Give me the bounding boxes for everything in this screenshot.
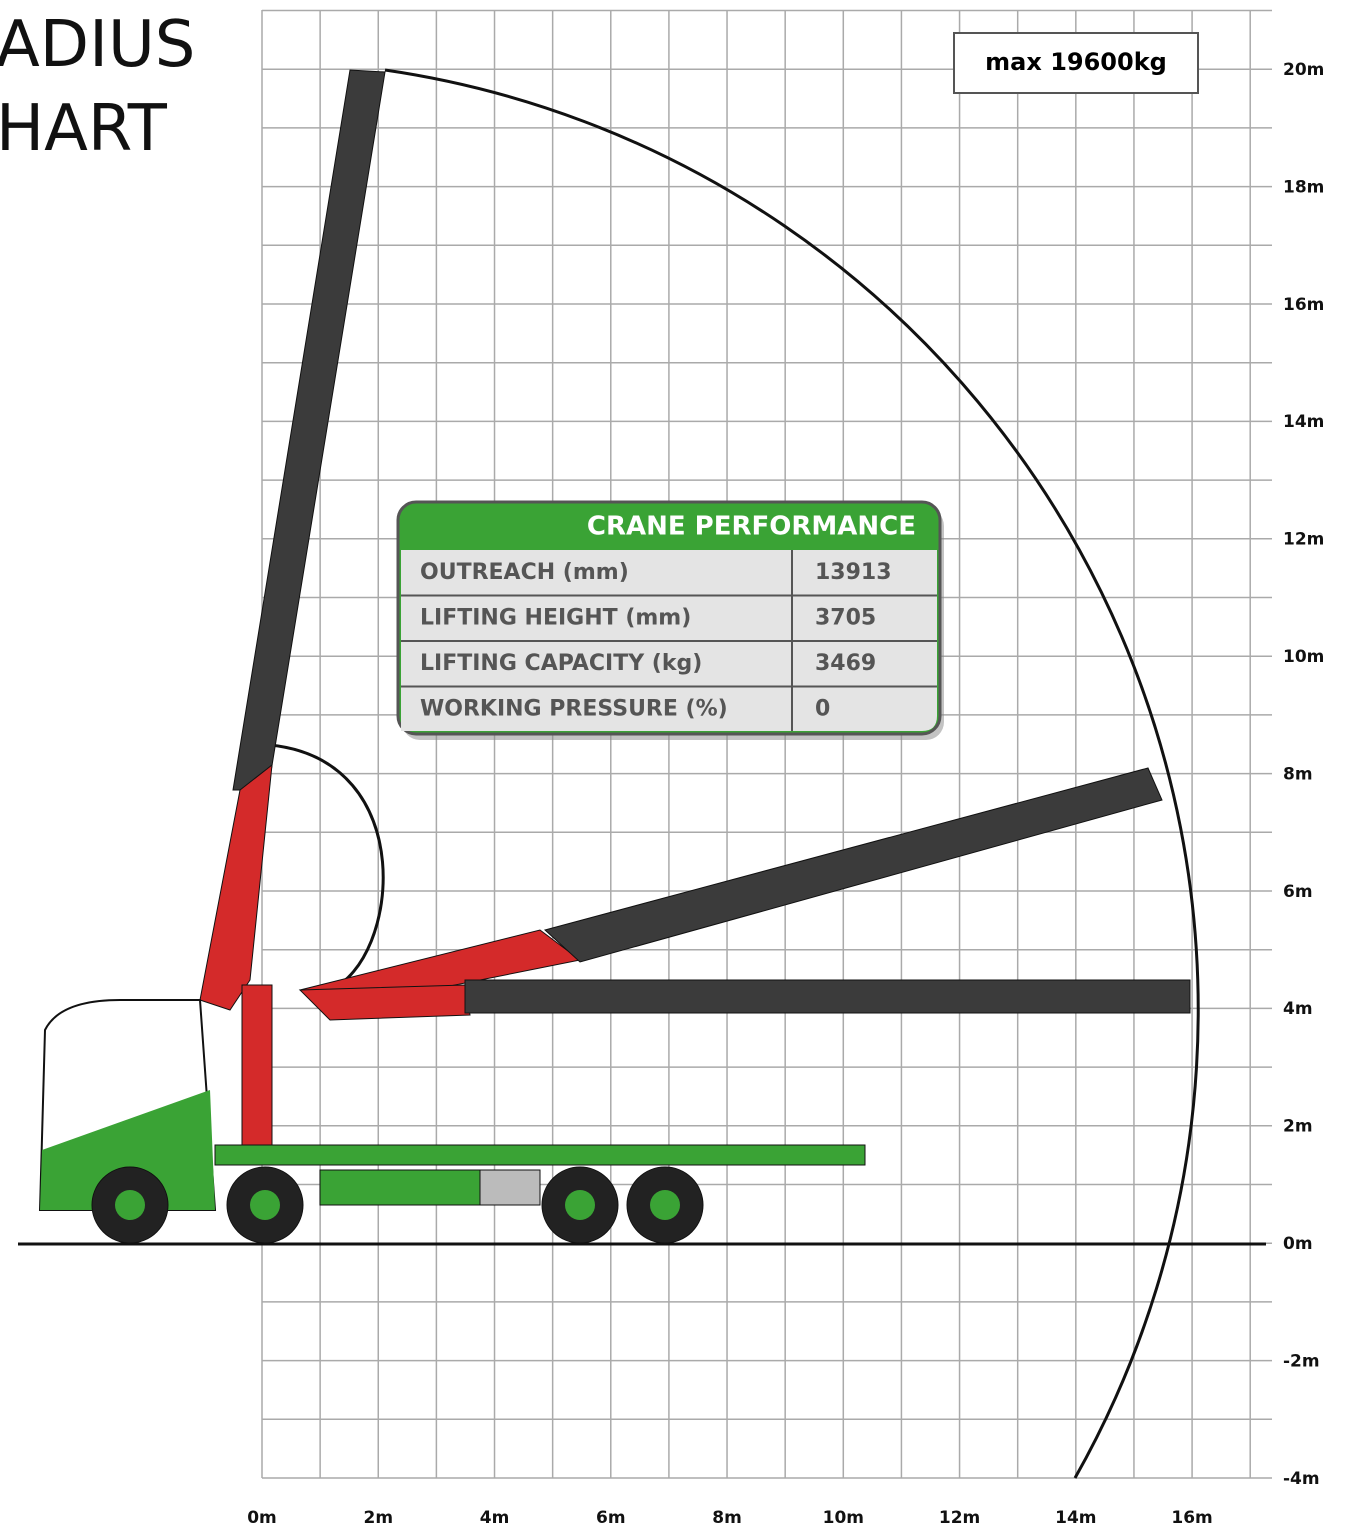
- y-tick-label: 12m: [1283, 530, 1324, 550]
- y-tick-label: -4m: [1283, 1469, 1320, 1489]
- row-label: LIFTING CAPACITY (kg): [420, 651, 702, 676]
- y-tick-label: 16m: [1283, 295, 1324, 315]
- y-tick-label: 2m: [1283, 1117, 1313, 1137]
- row-label: LIFTING HEIGHT (mm): [420, 606, 691, 631]
- inner-arc: [270, 745, 383, 990]
- boom-lower: [200, 765, 272, 1010]
- row-label: OUTREACH (mm): [420, 560, 629, 585]
- row-value: 3469: [815, 651, 876, 676]
- table-header: CRANE PERFORMANCE: [587, 512, 916, 542]
- x-tick-label: 16m: [1171, 1508, 1212, 1528]
- page: ADIUS HART max 19600kg CRANE PERFORMANCE…: [0, 0, 1357, 1534]
- toolbox: [480, 1170, 540, 1205]
- title-line: HART: [0, 92, 168, 166]
- row-value: 0: [815, 697, 830, 722]
- side-guard: [320, 1170, 480, 1205]
- y-tick-label: 6m: [1283, 882, 1313, 902]
- crane-column: [242, 985, 272, 1145]
- y-tick-label: 20m: [1283, 60, 1324, 80]
- x-tick-label: 14m: [1055, 1508, 1096, 1528]
- x-tick-label: 6m: [596, 1508, 626, 1528]
- boom-vertical: [233, 70, 385, 790]
- x-tick-label: 2m: [363, 1508, 393, 1528]
- y-tick-label: 0m: [1283, 1234, 1313, 1254]
- radius-chart: ADIUS HART max 19600kg CRANE PERFORMANCE…: [0, 0, 1357, 1534]
- title-line: ADIUS: [0, 8, 195, 82]
- y-tick-label: 10m: [1283, 647, 1324, 667]
- boom-inclined: [545, 768, 1162, 962]
- y-tick-label: -2m: [1283, 1351, 1320, 1371]
- grid: [262, 10, 1272, 1478]
- x-tick-label: 0m: [247, 1508, 277, 1528]
- x-tick-label: 4m: [480, 1508, 510, 1528]
- max-label: max 19600kg: [985, 48, 1167, 76]
- row-label: WORKING PRESSURE (%): [420, 697, 728, 722]
- y-tick-label: 8m: [1283, 764, 1313, 784]
- x-tick-label: 12m: [939, 1508, 980, 1528]
- x-tick-label: 10m: [823, 1508, 864, 1528]
- y-tick-label: 4m: [1283, 999, 1313, 1019]
- row-value: 13913: [815, 560, 892, 585]
- row-value: 3705: [815, 606, 876, 631]
- x-tick-label: 8m: [712, 1508, 742, 1528]
- y-tick-label: 14m: [1283, 412, 1324, 432]
- y-tick-label: 18m: [1283, 177, 1324, 197]
- boom-red: [300, 985, 470, 1020]
- boom-horizontal: [465, 980, 1190, 1013]
- truck-bed: [215, 1145, 865, 1165]
- performance-table: CRANE PERFORMANCE OUTREACH (mm) 13913 LIFT…: [398, 502, 944, 740]
